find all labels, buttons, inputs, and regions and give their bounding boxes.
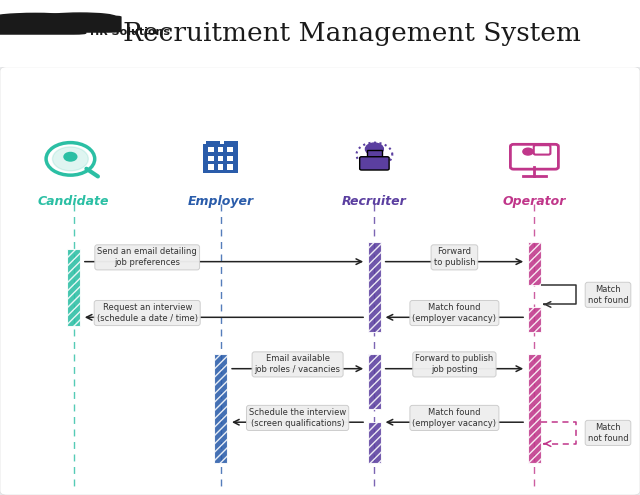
Text: Forward
to publish: Forward to publish bbox=[433, 248, 476, 267]
Text: Request an interview
(schedule a date / time): Request an interview (schedule a date / … bbox=[97, 303, 198, 323]
Circle shape bbox=[64, 152, 77, 161]
Text: Operator: Operator bbox=[502, 196, 566, 208]
Bar bbox=[227, 148, 233, 152]
Text: Employer: Employer bbox=[188, 196, 254, 208]
Bar bbox=[224, 141, 238, 145]
Bar bbox=[368, 354, 381, 409]
Text: Schedule the interview
(screen qualifications): Schedule the interview (screen qualifica… bbox=[249, 408, 346, 428]
Bar bbox=[528, 306, 541, 332]
Bar bbox=[227, 164, 233, 170]
Text: Match
not found: Match not found bbox=[588, 285, 628, 305]
Text: Send an email detailing
job preferences: Send an email detailing job preferences bbox=[97, 248, 197, 267]
Text: HR Solutions: HR Solutions bbox=[90, 27, 170, 37]
Bar bbox=[203, 145, 238, 173]
Text: Recruiter: Recruiter bbox=[342, 196, 407, 208]
Circle shape bbox=[45, 13, 115, 20]
Bar bbox=[218, 164, 223, 170]
Text: Recruitment Management System: Recruitment Management System bbox=[123, 21, 581, 46]
Text: Forward to publish
job posting: Forward to publish job posting bbox=[415, 354, 493, 374]
Bar bbox=[208, 156, 214, 161]
Bar bbox=[67, 249, 80, 326]
Bar bbox=[206, 141, 220, 145]
FancyBboxPatch shape bbox=[38, 15, 122, 33]
Bar bbox=[227, 156, 233, 161]
Bar bbox=[208, 148, 214, 152]
FancyBboxPatch shape bbox=[360, 157, 389, 170]
Text: Match found
(employer vacancy): Match found (employer vacancy) bbox=[412, 303, 497, 323]
Bar bbox=[528, 354, 541, 463]
Bar bbox=[368, 243, 381, 332]
Text: Match found
(employer vacancy): Match found (employer vacancy) bbox=[412, 408, 497, 428]
Bar bbox=[528, 243, 541, 285]
Bar bbox=[218, 156, 223, 161]
FancyBboxPatch shape bbox=[0, 0, 640, 67]
FancyBboxPatch shape bbox=[0, 67, 640, 495]
Circle shape bbox=[365, 143, 383, 155]
Circle shape bbox=[523, 148, 533, 155]
Bar bbox=[208, 164, 214, 170]
Circle shape bbox=[52, 147, 88, 171]
Circle shape bbox=[0, 13, 80, 23]
Text: Candidate: Candidate bbox=[38, 196, 109, 208]
Bar bbox=[218, 148, 223, 152]
FancyBboxPatch shape bbox=[0, 17, 86, 35]
Text: Match
not found: Match not found bbox=[588, 423, 628, 443]
Bar bbox=[214, 354, 227, 463]
Text: Email available
job roles / vacancies: Email available job roles / vacancies bbox=[255, 354, 340, 374]
Bar bbox=[368, 422, 381, 463]
FancyBboxPatch shape bbox=[367, 150, 382, 157]
